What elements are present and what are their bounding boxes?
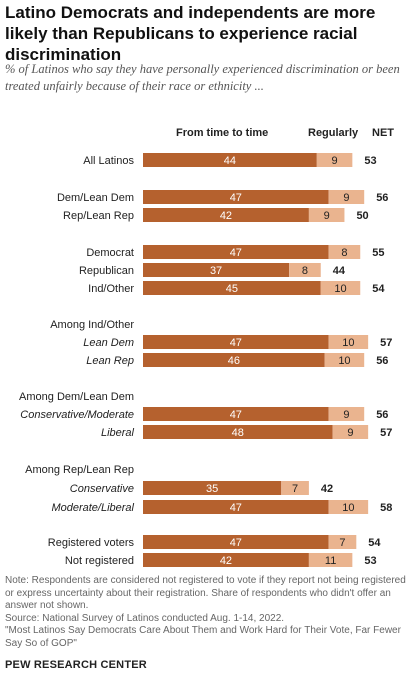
- bar-value-from-time-to-time: 46: [228, 355, 240, 367]
- bar-value-from-time-to-time: 37: [210, 265, 222, 277]
- chart-footer: Note: Respondents are considered not reg…: [5, 575, 417, 650]
- bar-from-time-to-time: [143, 153, 317, 167]
- bar-regularly: [308, 208, 345, 222]
- pew-logo-text: PEW RESEARCH CENTER: [5, 659, 147, 671]
- footer-report: "Most Latinos Say Democrats Care About T…: [5, 625, 401, 649]
- row-label: Ind/Other: [88, 283, 134, 295]
- bar-value-from-time-to-time: 48: [232, 427, 244, 439]
- bar-value-from-time-to-time: 44: [224, 155, 236, 167]
- net-value: 58: [380, 502, 392, 514]
- net-value: 44: [333, 265, 346, 277]
- bar-regularly: [328, 335, 369, 349]
- bar-from-time-to-time: [143, 481, 282, 495]
- row-label: Not registered: [65, 555, 134, 567]
- net-value: 53: [364, 155, 376, 167]
- bar-value-regularly: 8: [302, 265, 308, 277]
- bar-value-regularly: 10: [334, 283, 346, 295]
- row-label: Conservative: [70, 483, 134, 495]
- row-label: Registered voters: [48, 537, 135, 549]
- bar-from-time-to-time: [143, 535, 329, 549]
- chart-title: Latino Democrats and independents are mo…: [5, 3, 376, 64]
- bar-value-from-time-to-time: 47: [230, 247, 242, 259]
- row-label: Lean Rep: [86, 355, 134, 367]
- net-value: 42: [321, 483, 333, 495]
- group-header-label: Among Dem/Lean Dem: [19, 391, 134, 403]
- bar-value-from-time-to-time: 35: [206, 483, 218, 495]
- bar-value-from-time-to-time: 47: [230, 337, 242, 349]
- net-value: 56: [376, 192, 388, 204]
- net-value: 57: [380, 427, 392, 439]
- bar-from-time-to-time: [143, 208, 309, 222]
- bar-regularly: [320, 281, 361, 295]
- bar-value-regularly: 8: [341, 247, 347, 259]
- net-value: 53: [364, 555, 376, 567]
- bar-regularly: [328, 535, 357, 549]
- bar-value-regularly: 9: [324, 210, 330, 222]
- bar-from-time-to-time: [143, 353, 325, 367]
- net-value: 54: [372, 283, 385, 295]
- row-label: Rep/Lean Rep: [63, 210, 134, 222]
- bar-regularly: [324, 353, 365, 367]
- row-label: Dem/Lean Dem: [57, 192, 134, 204]
- column-header-regularly: Regularly: [308, 127, 359, 139]
- net-value: 56: [376, 409, 388, 421]
- bar-from-time-to-time: [143, 407, 329, 421]
- footer-note: Note: Respondents are considered not reg…: [5, 575, 406, 611]
- net-value: 50: [356, 210, 368, 222]
- net-value: 55: [372, 247, 384, 259]
- row-label: Liberal: [101, 427, 135, 439]
- row-label: Republican: [79, 265, 134, 277]
- bar-value-regularly: 9: [343, 409, 349, 421]
- bar-from-time-to-time: [143, 281, 321, 295]
- bar-from-time-to-time: [143, 425, 333, 439]
- bar-regularly: [328, 407, 365, 421]
- bar-value-regularly: 10: [342, 502, 354, 514]
- bar-from-time-to-time: [143, 190, 329, 204]
- net-value: 54: [368, 537, 381, 549]
- bar-from-time-to-time: [143, 245, 329, 259]
- group-header-label: Among Rep/Lean Rep: [25, 464, 134, 476]
- bar-value-regularly: 10: [338, 355, 350, 367]
- footer-source: Source: National Survey of Latinos condu…: [5, 612, 285, 624]
- bar-value-regularly: 10: [342, 337, 354, 349]
- row-label: Democrat: [86, 247, 134, 259]
- column-header-from-time-to-time: From time to time: [176, 127, 269, 139]
- bar-regularly: [328, 245, 361, 259]
- bar-regularly: [328, 190, 365, 204]
- bar-value-regularly: 9: [347, 427, 353, 439]
- row-label: Moderate/Liberal: [51, 502, 134, 514]
- bar-value-from-time-to-time: 42: [220, 555, 232, 567]
- column-header-net: NET: [372, 127, 394, 139]
- bar-value-regularly: 9: [343, 192, 349, 204]
- bar-value-from-time-to-time: 47: [230, 192, 242, 204]
- bar-value-regularly: 11: [325, 555, 336, 567]
- bar-from-time-to-time: [143, 335, 329, 349]
- row-label: Lean Dem: [83, 337, 134, 349]
- bar-regularly: [316, 153, 353, 167]
- group-header-label: Among Ind/Other: [50, 319, 134, 331]
- bar-value-from-time-to-time: 47: [230, 409, 242, 421]
- bar-from-time-to-time: [143, 553, 309, 567]
- bar-value-from-time-to-time: 42: [220, 210, 232, 222]
- bar-value-regularly: 7: [292, 483, 298, 495]
- bar-regularly: [332, 425, 369, 439]
- bar-value-from-time-to-time: 45: [226, 283, 238, 295]
- chart-subtitle: % of Latinos who say they have personall…: [5, 62, 400, 93]
- row-label: All Latinos: [83, 155, 134, 167]
- stacked-bar-chart: All Latinos 44 9 53 Dem/Lean Dem 47 9 56 Rep/Lea…: [19, 153, 392, 567]
- bar-value-regularly: 9: [332, 155, 338, 167]
- bar-regularly: [308, 553, 353, 567]
- bar-regularly: [289, 263, 321, 277]
- bar-value-from-time-to-time: 47: [230, 537, 242, 549]
- row-label: Conservative/Moderate: [20, 409, 134, 421]
- bar-regularly: [328, 500, 369, 514]
- bar-value-regularly: 7: [339, 537, 345, 549]
- bar-value-from-time-to-time: 47: [230, 502, 242, 514]
- bar-from-time-to-time: [143, 263, 290, 277]
- net-value: 57: [380, 337, 392, 349]
- bar-regularly: [281, 481, 309, 495]
- bar-from-time-to-time: [143, 500, 329, 514]
- net-value: 56: [376, 355, 388, 367]
